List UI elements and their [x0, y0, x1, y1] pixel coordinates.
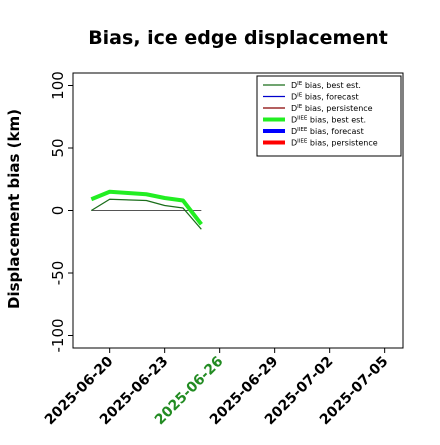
y-tick-label: 0	[49, 206, 67, 216]
y-tick-label: -50	[49, 261, 67, 286]
legend-label: DIIEE bias, best est.	[291, 116, 366, 125]
y-axis-label: Displacement bias (km)	[5, 109, 23, 309]
legend-label: DIE bias, forecast	[291, 93, 359, 102]
series-line-0	[90, 198, 202, 230]
chart-legend: DIE bias, best est. DIE bias, forecast DIE…	[256, 75, 402, 157]
legend-label: DIIEE bias, persistence	[291, 139, 378, 148]
y-tick-label: 100	[49, 71, 67, 100]
y-tick-label: 50	[49, 138, 67, 157]
legend-label: DIE bias, best est.	[291, 81, 361, 90]
chart-title: Bias, ice edge displacement	[88, 27, 388, 49]
legend-label: DIIEE bias, forecast	[291, 127, 364, 136]
y-tick-label: -100	[49, 318, 67, 352]
legend-label: DIE bias, persistence	[291, 104, 373, 113]
series-line-3	[90, 189, 203, 226]
